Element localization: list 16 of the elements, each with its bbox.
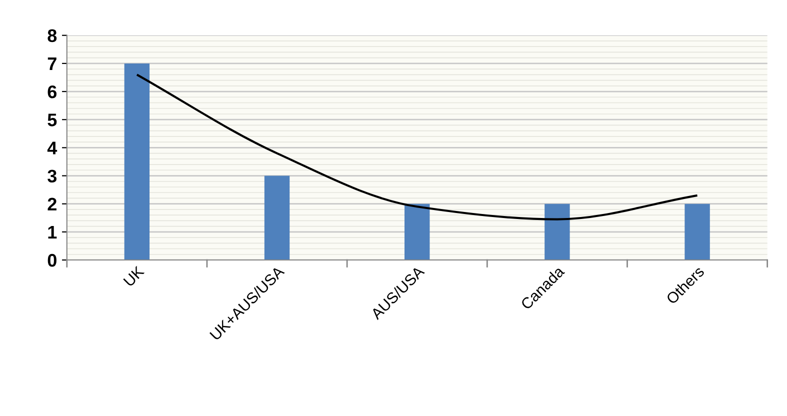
y-tick-label: 1 — [48, 226, 57, 238]
y-tick-label: 4 — [47, 142, 58, 154]
x-tick-label: UK — [123, 265, 145, 287]
line-series — [136, 74, 698, 220]
bar — [684, 204, 710, 260]
y-tick-label: 5 — [48, 114, 57, 126]
y-tick-label: 8 — [48, 29, 57, 42]
bar — [264, 176, 290, 260]
y-tick-label: 0 — [48, 254, 56, 267]
bar — [404, 204, 430, 260]
y-tick-label: 7 — [48, 58, 56, 70]
bar — [544, 204, 570, 260]
y-tick-label: 6 — [48, 85, 57, 98]
bar — [124, 63, 150, 260]
y-tick-label: 2 — [48, 198, 56, 210]
y-tick-label: 3 — [48, 170, 57, 183]
